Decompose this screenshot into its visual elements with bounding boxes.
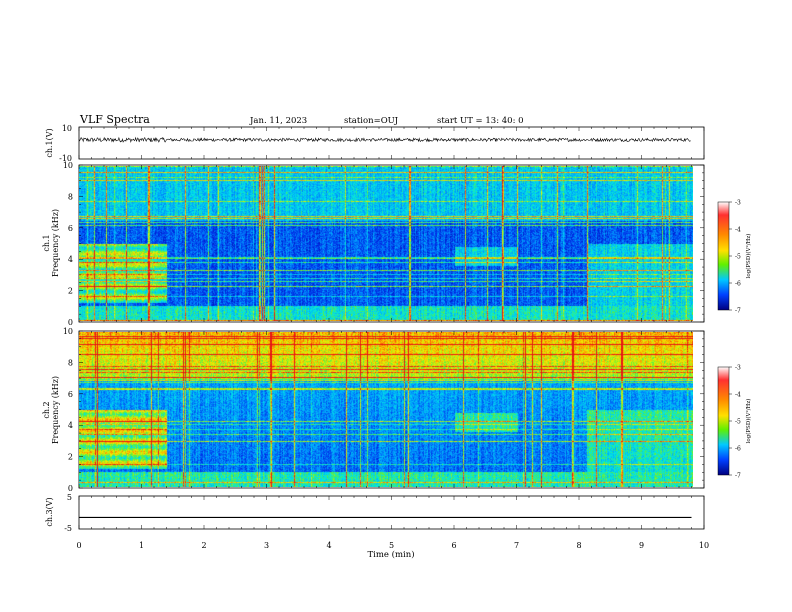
start-time-label: start UT = 13: 40: 0 bbox=[437, 116, 524, 126]
colorbar-tick-label: -7 bbox=[735, 308, 741, 315]
y-tick-label: 8 bbox=[68, 358, 73, 367]
y-tick-label: 6 bbox=[68, 390, 73, 399]
ch1-spectrogram-ylabel-freq: Frequency (kHz) bbox=[51, 209, 60, 277]
x-tick-label: 3 bbox=[264, 541, 269, 550]
ch2-colorbar: -3 -4 -5 -6 -7 log(PSD)(V²/Hz) bbox=[717, 365, 752, 480]
y-tick-label: 10 bbox=[63, 161, 73, 170]
ch2-spectrogram-panel: 10 8 6 4 2 0 ch.2 Frequency (kHz) bbox=[42, 327, 705, 493]
figure-title: VLF Spectra bbox=[79, 113, 150, 126]
y-tick-label: 0 bbox=[68, 318, 73, 327]
x-tick-label: 9 bbox=[639, 541, 644, 550]
ch1-colorbar-label: log(PSD)(V²/Hz) bbox=[745, 234, 752, 279]
y-tick-label: 6 bbox=[68, 224, 73, 233]
x-tick-label: 7 bbox=[514, 541, 519, 550]
ch1-ytick-top: 10 bbox=[62, 124, 72, 133]
colorbar-tick-label: -6 bbox=[735, 281, 741, 288]
ch1-waveform-ylabel: ch.1(V) bbox=[45, 128, 54, 157]
x-tick-label: 8 bbox=[576, 541, 581, 550]
ch1-spectrogram-ylabel-channel: ch.1 bbox=[42, 234, 51, 251]
date-label: Jan. 11, 2023 bbox=[249, 116, 307, 126]
x-tick-label: 6 bbox=[451, 541, 456, 550]
ch1-ytick-bottom: -10 bbox=[59, 154, 72, 163]
colorbar-tick-label: -3 bbox=[735, 365, 741, 372]
ch2-colorbar-label: log(PSD)(V²/Hz) bbox=[745, 399, 752, 444]
x-axis-tick-labels: 0 1 2 3 4 5 6 7 8 9 10 bbox=[76, 541, 709, 550]
ch1-spectrogram-panel: 10 8 6 4 2 0 ch.1 Frequency (kHz) bbox=[42, 161, 705, 327]
y-tick-label: 0 bbox=[68, 484, 73, 493]
y-tick-label: 10 bbox=[63, 327, 73, 336]
colorbar-tick-label: -6 bbox=[735, 446, 741, 453]
ch3-waveform-ylabel: ch.3(V) bbox=[45, 497, 54, 526]
x-tick-label: 1 bbox=[139, 541, 144, 550]
ch3-ytick-bottom: -5 bbox=[64, 524, 72, 533]
station-label: station=OUJ bbox=[344, 116, 399, 126]
ch1-waveform-panel: 10 -10 ch.1(V) bbox=[45, 124, 705, 163]
y-tick-label: 8 bbox=[68, 192, 73, 201]
ch2-spectrogram-ylabel-channel: ch.2 bbox=[42, 401, 51, 418]
ch1-colorbar: -3 -4 -5 -6 -7 log(PSD)(V²/Hz) bbox=[717, 200, 752, 315]
x-tick-label: 10 bbox=[699, 541, 709, 550]
x-axis-label: Time (min) bbox=[367, 549, 414, 560]
x-tick-label: 5 bbox=[389, 541, 394, 550]
ch2-spectrogram-image bbox=[79, 332, 693, 487]
x-tick-label: 2 bbox=[201, 541, 206, 550]
y-tick-label: 2 bbox=[68, 287, 73, 296]
y-tick-label: 4 bbox=[68, 255, 73, 264]
ch3-waveform-panel: 5 -5 ch.3(V) bbox=[45, 493, 705, 533]
x-tick-label: 4 bbox=[326, 541, 331, 550]
ch1-spectrogram-image bbox=[79, 166, 693, 321]
colorbar-tick-label: -5 bbox=[735, 254, 741, 261]
colorbar-tick-label: -4 bbox=[735, 227, 741, 234]
x-tick-label: 0 bbox=[76, 541, 81, 550]
y-tick-label: 2 bbox=[68, 453, 73, 462]
y-tick-label: 4 bbox=[68, 421, 73, 430]
ch1-waveform-trace bbox=[78, 136, 691, 144]
x-axis-ticks bbox=[78, 127, 705, 529]
colorbar-tick-label: -4 bbox=[735, 392, 741, 399]
ch3-ytick-top: 5 bbox=[67, 493, 72, 502]
ch2-spectrogram-ylabel-freq: Frequency (kHz) bbox=[51, 376, 60, 444]
colorbar-tick-label: -3 bbox=[735, 200, 741, 207]
colorbar-tick-label: -7 bbox=[735, 473, 741, 480]
colorbar-tick-label: -5 bbox=[735, 419, 741, 426]
